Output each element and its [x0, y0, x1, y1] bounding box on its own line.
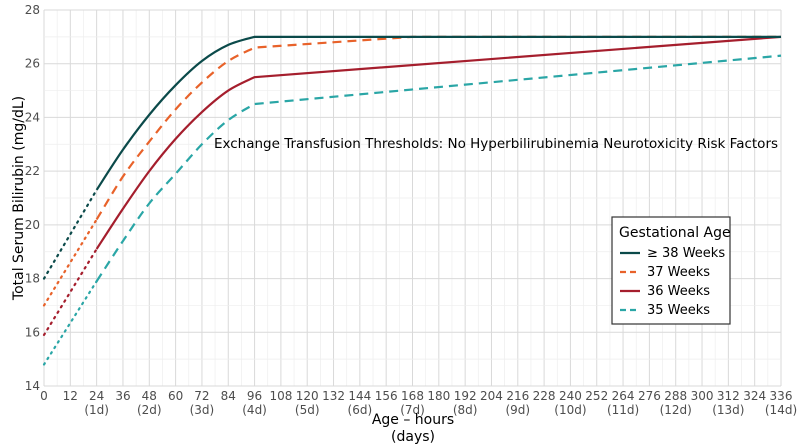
x-day-label: (11d)	[607, 403, 639, 417]
x-tick-label: 156	[375, 389, 398, 403]
x-tick-label: 48	[142, 389, 157, 403]
y-tick-label: 22	[25, 164, 40, 178]
x-tick-label: 168	[401, 389, 424, 403]
x-tick-label: 132	[322, 389, 345, 403]
x-day-label: (7d)	[400, 403, 425, 417]
x-day-label: (1d)	[84, 403, 109, 417]
x-day-label: (12d)	[660, 403, 692, 417]
legend-label: 36 Weeks	[647, 284, 710, 299]
x-day-label: (13d)	[712, 403, 744, 417]
x-tick-label: 228	[533, 389, 556, 403]
x-day-label: (6d)	[348, 403, 373, 417]
x-tick-label: 192	[454, 389, 477, 403]
series-line	[95, 35, 782, 250]
series-line	[95, 54, 782, 282]
x-day-label: (5d)	[295, 403, 320, 417]
y-tick-label: 28	[25, 3, 40, 17]
x-tick-label: 36	[115, 389, 130, 403]
x-tick-labels: 0 12 24 36 48 60 72 84 96 108 120 132 144 156 168 180 19…	[40, 389, 797, 417]
series-dotted-segment	[42, 247, 98, 337]
x-day-label: (3d)	[190, 403, 215, 417]
series-lines	[42, 35, 782, 366]
y-tick-label: 24	[25, 110, 40, 124]
y-axis-title: Total Serum Bilirubin (mg/dL)	[11, 96, 27, 301]
x-tick-label: 108	[269, 389, 292, 403]
x-tick-label: 216	[506, 389, 529, 403]
legend-entries: ≥ 38 Weeks 37 Weeks 36 Weeks 35 Weeks	[620, 246, 725, 318]
x-tick-label: 336	[770, 389, 793, 403]
x-tick-label: 204	[480, 389, 503, 403]
x-tick-label: 288	[664, 389, 687, 403]
x-day-label: (14d)	[765, 403, 797, 417]
y-tick-label: 18	[25, 272, 40, 286]
y-tick-label: 20	[25, 218, 40, 232]
x-tick-label: 324	[743, 389, 766, 403]
x-day-label: (8d)	[453, 403, 478, 417]
series-dotted-segment	[42, 188, 98, 280]
legend-label: 37 Weeks	[647, 265, 710, 280]
x-tick-label: 252	[585, 389, 608, 403]
series-line	[95, 35, 781, 221]
x-tick-label: 84	[221, 389, 236, 403]
x-tick-label: 12	[63, 389, 78, 403]
x-tick-label: 60	[168, 389, 183, 403]
x-day-label: (9d)	[505, 403, 530, 417]
x-tick-label: 0	[40, 389, 48, 403]
x-tick-label: 24	[89, 389, 104, 403]
legend-box	[611, 216, 731, 325]
x-tick-label: 240	[559, 389, 582, 403]
x-tick-label: 96	[247, 389, 262, 403]
x-axis-title: Age – hours	[372, 412, 454, 428]
grid	[43, 9, 782, 387]
x-day-label: (2d)	[137, 403, 162, 417]
series-line	[95, 35, 781, 191]
x-axis-subtitle: (days)	[391, 429, 435, 445]
legend-title: Gestational Age	[619, 225, 731, 241]
x-tick-label: 180	[427, 389, 450, 403]
x-tick-label: 312	[717, 389, 740, 403]
y-tick-label: 16	[25, 325, 40, 339]
chart-annotation: Exchange Transfusion Thresholds: No Hype…	[214, 136, 778, 152]
x-day-label: (10d)	[554, 403, 586, 417]
y-tick-label: 26	[25, 57, 40, 71]
x-day-label: (4d)	[242, 403, 267, 417]
x-tick-label: 120	[296, 389, 319, 403]
x-tick-label: 144	[348, 389, 371, 403]
x-tick-label: 72	[194, 389, 209, 403]
legend: Gestational Age ≥ 38 Weeks 37 Weeks 36 Wee…	[611, 216, 731, 325]
legend-label: 35 Weeks	[647, 303, 710, 318]
y-tick-labels: 14 16 18 20 22 24 26 28	[25, 3, 40, 393]
series-dotted-segment	[42, 218, 98, 307]
legend-label: ≥ 38 Weeks	[647, 246, 725, 261]
x-tick-label: 276	[638, 389, 661, 403]
y-tick-label: 14	[25, 379, 40, 393]
x-tick-label: 264	[612, 389, 635, 403]
x-tick-label: 300	[691, 389, 714, 403]
